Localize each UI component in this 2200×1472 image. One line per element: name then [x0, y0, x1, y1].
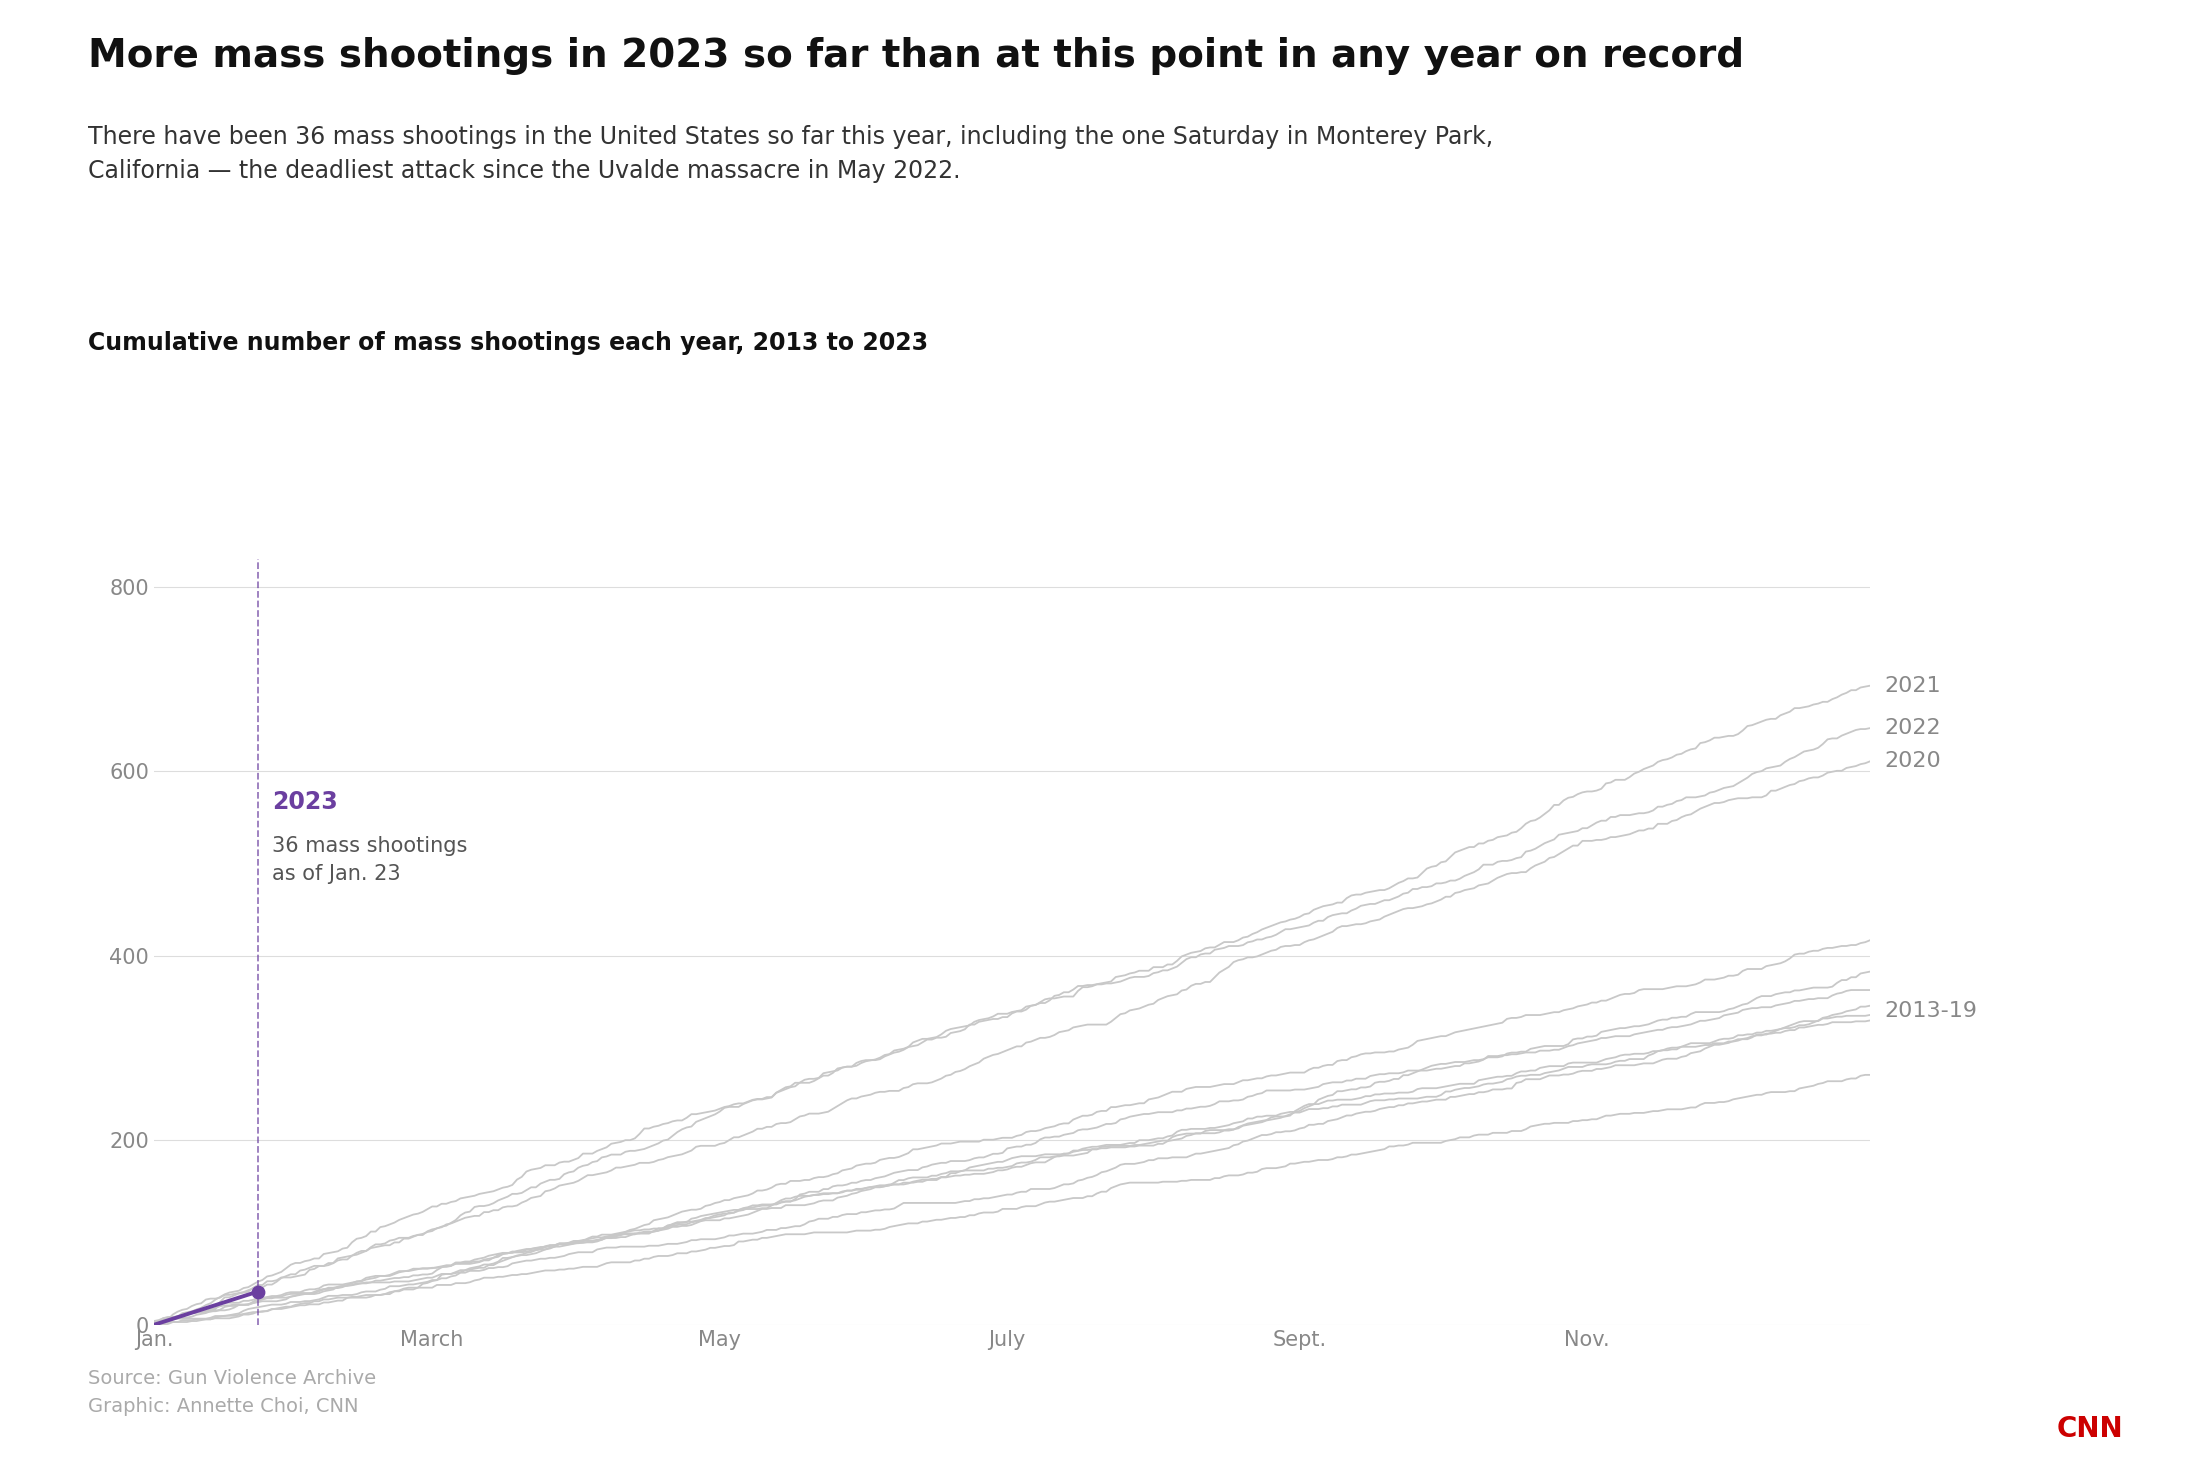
Text: CNN: CNN — [2057, 1415, 2123, 1443]
Text: 2023: 2023 — [273, 790, 337, 814]
Text: More mass shootings in 2023 so far than at this point in any year on record: More mass shootings in 2023 so far than … — [88, 37, 1745, 75]
Text: 2013-19: 2013-19 — [1883, 1001, 1978, 1022]
Text: 2022: 2022 — [1883, 718, 1940, 737]
Text: There have been 36 mass shootings in the United States so far this year, includi: There have been 36 mass shootings in the… — [88, 125, 1494, 183]
Text: 2021: 2021 — [1883, 676, 1940, 696]
Text: Source: Gun Violence Archive
Graphic: Annette Choi, CNN: Source: Gun Violence Archive Graphic: An… — [88, 1369, 376, 1416]
Text: Cumulative number of mass shootings each year, 2013 to 2023: Cumulative number of mass shootings each… — [88, 331, 928, 355]
Text: 36 mass shootings
as of Jan. 23: 36 mass shootings as of Jan. 23 — [273, 836, 466, 885]
Point — [240, 1279, 275, 1303]
Text: 2020: 2020 — [1883, 751, 1940, 771]
